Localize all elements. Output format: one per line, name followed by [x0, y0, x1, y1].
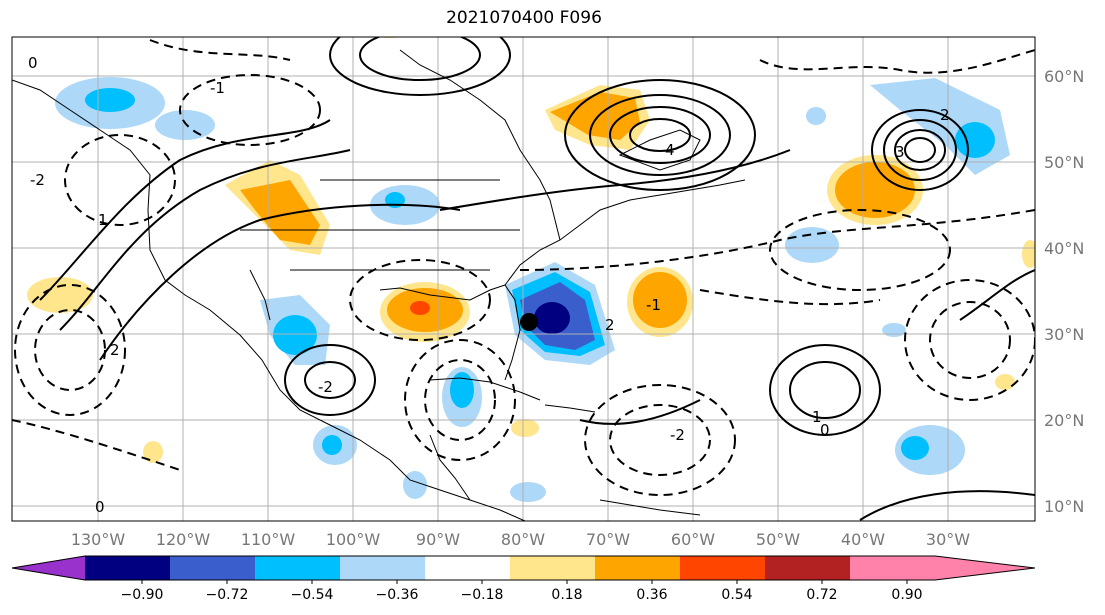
lat-label: 50°N: [1044, 153, 1084, 172]
lon-label: 130°W: [71, 530, 126, 549]
colorbar-segment: [425, 556, 510, 580]
colorbar-segment: [340, 556, 425, 580]
lon-label: 100°W: [326, 530, 381, 549]
coastlines: [12, 49, 746, 521]
colorbar-segment: [510, 556, 595, 580]
lat-label: 30°N: [1044, 325, 1084, 344]
lon-label: 110°W: [241, 530, 296, 549]
contour-label: -2: [670, 426, 685, 444]
lat-label: 60°N: [1044, 67, 1084, 86]
longitude-labels: 130°W 120°W 110°W 100°W 90°W 80°W 70°W 6…: [71, 530, 970, 549]
colorbar-tick-label: 0.72: [806, 587, 837, 603]
colorbar-extend-high: [935, 556, 1035, 580]
contour-label: 3: [895, 143, 905, 161]
colorbar-tick-label: −0.54: [291, 587, 334, 603]
colorbar: −0.90 −0.72 −0.54 −0.36 −0.18 0.18 0.36 …: [11, 555, 1036, 603]
lon-label: 40°W: [841, 530, 885, 549]
contour-label: 0: [95, 498, 105, 516]
lat-label: 10°N: [1044, 497, 1084, 516]
lon-label: 70°W: [586, 530, 630, 549]
map-border: [11, 36, 1036, 522]
colorbar-extend-low: [12, 556, 85, 580]
colorbar-outline: [11, 555, 1036, 581]
contour-label: 0: [28, 54, 38, 72]
colorbar-segment: [170, 556, 255, 580]
contour-label: -2: [30, 171, 45, 189]
lat-label: 40°N: [1044, 239, 1084, 258]
colorbar-segment: [255, 556, 340, 580]
lon-label: 60°W: [671, 530, 715, 549]
colorbar-tick-label: −0.72: [206, 587, 249, 603]
latitude-labels: 60°N 50°N 40°N 30°N 20°N 10°N: [1044, 67, 1084, 516]
lon-label: 120°W: [156, 530, 211, 549]
colorbar-segment: [765, 556, 850, 580]
lon-label: 80°W: [501, 530, 545, 549]
contour-labels: 0 1 -1 -2 2 3 4 -1 2 -2 0 1 -2 2 0: [28, 54, 950, 516]
contour-label: -1: [646, 296, 661, 314]
contour-label: -2: [318, 378, 333, 396]
colorbar-tick-label: 0.18: [551, 587, 582, 603]
contour-label: 2: [110, 341, 120, 359]
colorbar-segment: [680, 556, 765, 580]
contour-label: -1: [210, 79, 225, 97]
contour-label: 2: [605, 316, 615, 334]
lon-label: 30°W: [926, 530, 970, 549]
colorbar-segment: [85, 556, 170, 580]
contour-lines: [39, 37, 1035, 521]
colorbar-tick-label: −0.90: [121, 587, 164, 603]
colorbar-tick-label: −0.18: [461, 587, 504, 603]
contour-label: 0: [820, 421, 830, 439]
lon-label: 50°W: [756, 530, 800, 549]
colorbar-tick-label: −0.36: [376, 587, 419, 603]
contour-lines-negative: [12, 39, 1035, 496]
colorbar-segment: [850, 556, 935, 580]
lat-label: 20°N: [1044, 411, 1084, 430]
contour-label: 1: [812, 408, 822, 426]
contour-label: 2: [940, 106, 950, 124]
lon-label: 90°W: [416, 530, 460, 549]
contour-label: 1: [98, 211, 108, 229]
colorbar-segment: [595, 556, 680, 580]
contour-label: 4: [665, 141, 675, 159]
colorbar-tick-label: 0.36: [636, 587, 667, 603]
colorbar-tick-label: 0.54: [721, 587, 752, 603]
colorbar-tick-label: 0.90: [891, 587, 922, 603]
map-title: 2021070400 F096: [446, 8, 602, 28]
storm-center-marker: [520, 313, 538, 331]
